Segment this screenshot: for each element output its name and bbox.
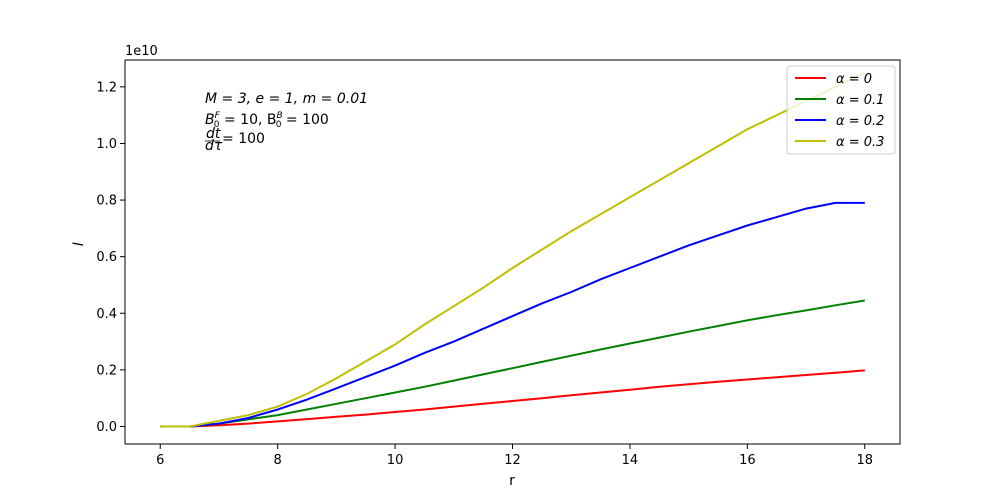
x-tick-label: 8 <box>274 453 282 468</box>
annotation-line-2: BF 0 = 10, BB 0 = 100 <box>205 111 329 130</box>
legend-label-2: α = 0.2 <box>836 114 884 129</box>
y-tick-label: 0.4 <box>96 307 117 322</box>
annotation-bb-label: B <box>277 111 283 121</box>
series-line-3 <box>160 71 866 428</box>
y-offset-text: 1e10 <box>125 44 158 59</box>
legend-label-1: α = 0.1 <box>836 93 884 108</box>
y-tick-label: 1.0 <box>96 137 117 152</box>
axes-layer: 6 8 10 12 14 16 18 0.0 0.2 0.4 0.6 0.8 1.0 1.2 <box>96 59 901 468</box>
y-tick-label: 0.8 <box>96 194 117 209</box>
y-axis-label: I <box>71 242 87 246</box>
series-line-0 <box>160 369 865 428</box>
parameter-annotation: M = 3, e = 1, m = 0.01 BF 0 = 10, BB 0 = 1… <box>205 91 368 154</box>
annotation-line-3-den: dτ <box>205 138 223 154</box>
x-axis-label: r <box>509 473 515 489</box>
legend-label-0: α = 0 <box>836 72 872 87</box>
y-tick-label: 1.2 <box>96 80 117 95</box>
annotation-line-3-value: = 100 <box>222 131 265 147</box>
series-line-1 <box>160 299 865 428</box>
x-tick-label: 16 <box>739 453 756 468</box>
x-tick-label: 14 <box>622 453 639 468</box>
annotation-bf-value: 10 <box>240 112 258 128</box>
annotation-line-1: M = 3, e = 1, m = 0.01 <box>205 91 368 107</box>
annotation-line-3-num: dt <box>206 126 221 142</box>
x-tick-label: 10 <box>387 453 404 468</box>
y-tick-label: 0.0 <box>96 420 117 435</box>
series-line-2 <box>160 201 865 428</box>
legend-box <box>786 65 896 155</box>
legend-label-3: α = 0.3 <box>836 135 884 150</box>
legend: α = 0 α = 0.1 α = 0.2 α = 0.3 <box>786 65 896 155</box>
x-tick-label: 12 <box>504 453 521 468</box>
annotation-bb-value: 100 <box>302 112 329 128</box>
annotation-bf-label: F <box>215 111 221 121</box>
y-tick-label: 0.6 <box>96 250 117 265</box>
x-tick-label: 18 <box>856 453 873 468</box>
series-layer <box>160 71 866 428</box>
x-tick-label: 6 <box>156 453 164 468</box>
y-tick-label: 0.2 <box>96 363 117 378</box>
